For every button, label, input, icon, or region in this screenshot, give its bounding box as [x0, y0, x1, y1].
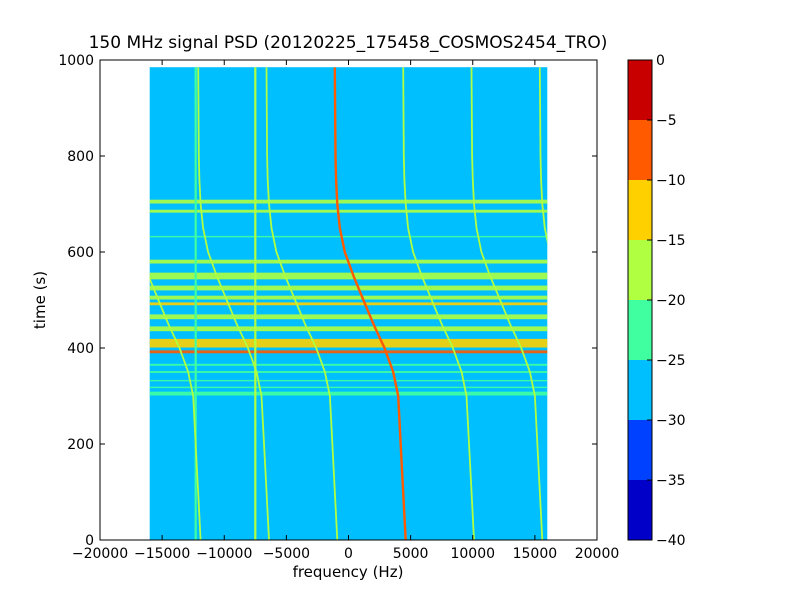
x-tick-label: −10000	[196, 546, 252, 562]
y-tick-label: 800	[67, 149, 94, 165]
colorbar-tick-label: −10	[656, 173, 686, 189]
heatmap-band	[149, 350, 548, 354]
x-tick-label: −15000	[134, 546, 190, 562]
colorbar-level	[628, 300, 652, 360]
heatmap-band	[149, 338, 548, 348]
x-axis: −20000 −15000 −10000 −5000 0 5000 10000 15000 20…	[72, 60, 619, 562]
colorbar-tick-label: −20	[656, 293, 686, 309]
heatmap-band	[149, 363, 548, 366]
heatmap-band	[149, 209, 548, 213]
colorbar-level	[628, 60, 652, 120]
heatmap-doppler-trace	[265, 67, 339, 540]
colorbar-tick-label: −40	[656, 533, 686, 549]
heatmap-band	[149, 371, 548, 373]
heatmap-doppler-trace	[470, 67, 544, 540]
y-tick-label: 600	[67, 245, 94, 261]
x-tick-label: 20000	[575, 546, 620, 562]
heatmap-band	[149, 391, 548, 396]
heatmap-band	[149, 272, 548, 280]
x-tick-label: 15000	[513, 546, 558, 562]
heatmap-doppler-trace	[402, 67, 475, 540]
colorbar-level	[628, 120, 652, 180]
heatmap-doppler-trace	[149, 276, 202, 540]
x-tick-label: −20000	[72, 546, 128, 562]
colorbar-tick-label: −35	[656, 473, 686, 489]
heatmap-band	[149, 379, 548, 382]
heatmap-band	[149, 302, 548, 306]
x-axis-label: frequency (Hz)	[293, 563, 404, 581]
y-tick-label: 0	[85, 533, 94, 549]
plot-area: −20000 −15000 −10000 −5000 0 5000 10000 15000 20…	[58, 53, 619, 562]
colorbar-level	[628, 180, 652, 240]
x-tick-label: 0	[344, 546, 353, 562]
y-axis: 0 200 400 600 800 1000	[58, 53, 597, 549]
heatmap-doppler-trace	[197, 67, 270, 540]
colorbar-tick-label: 0	[656, 53, 665, 69]
x-tick-label: 5000	[393, 546, 429, 562]
colorbar-tick-label: −5	[656, 113, 677, 129]
colorbar: 0 −5 −10 −15 −20 −25 −30 −35 −40	[627, 53, 686, 549]
heatmap-band	[149, 285, 548, 291]
colorbar-level	[628, 360, 652, 420]
y-tick-label: 400	[67, 341, 94, 357]
colorbar-level	[628, 420, 652, 480]
colorbar-tick-label: −25	[656, 353, 686, 369]
heatmap-band	[149, 314, 548, 320]
heatmap-band	[149, 326, 548, 332]
colorbar-tick-label: −15	[656, 233, 686, 249]
heatmap-band	[149, 386, 548, 389]
heatmap-band	[149, 199, 548, 204]
y-tick-label: 200	[67, 437, 94, 453]
y-tick-label: 1000	[58, 53, 94, 69]
x-tick-label: −5000	[263, 546, 310, 562]
chart-title: 150 MHz signal PSD (20120225_175458_COSM…	[89, 33, 608, 53]
heatmap-band	[149, 295, 548, 300]
heatmap-doppler-trace	[538, 67, 548, 245]
colorbar-tick-label: −30	[656, 413, 686, 429]
colorbar-level	[628, 240, 652, 300]
heatmap-image	[149, 67, 548, 540]
heatmap-band	[149, 235, 548, 238]
x-tick-label: 10000	[450, 546, 495, 562]
heatmap-doppler-trace	[333, 67, 407, 540]
y-axis-label: time (s)	[31, 271, 49, 329]
colorbar-level	[628, 480, 652, 540]
